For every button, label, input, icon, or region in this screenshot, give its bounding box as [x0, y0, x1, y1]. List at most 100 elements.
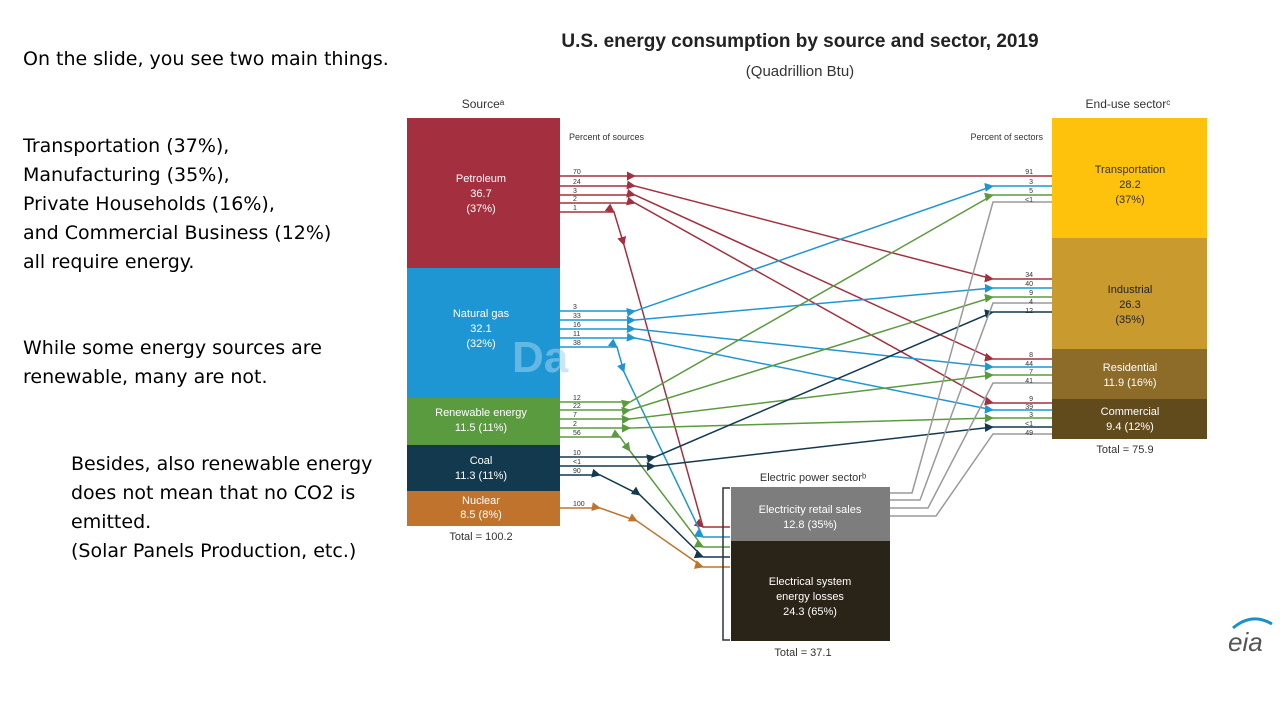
- spct-trans-2: 5: [1029, 188, 1033, 195]
- flow-nuclear-power: [560, 502, 730, 569]
- flow-renewable-power: [560, 429, 730, 548]
- sector-header: End-use sectorᶜ: [1086, 97, 1171, 111]
- spct-trans-1: 3: [1029, 179, 1033, 186]
- sector-name-transportation: Transportation: [1095, 164, 1166, 176]
- power-retail-value: 12.8 (35%): [783, 519, 837, 531]
- flow-petroleum-power: [560, 203, 730, 528]
- sector-bar-industrial: [1052, 238, 1207, 349]
- diagram-subtitle: (Quadrillion Btu): [746, 63, 854, 80]
- source-value-petroleum: 36.7: [470, 188, 491, 200]
- flow-renewable-commercial: [560, 413, 1052, 433]
- source-bar-petroleum: [407, 118, 560, 268]
- pct-coal-com: <1: [573, 459, 581, 466]
- source-pct-natural-gas: (32%): [466, 338, 495, 350]
- spct-com-2: 3: [1029, 412, 1033, 419]
- pct-pet-res: 3: [573, 188, 577, 195]
- spct-com-1: 39: [1025, 404, 1033, 411]
- pct-ren-trans: 12: [573, 395, 581, 402]
- spct-res-2: 7: [1029, 369, 1033, 376]
- spct-res-1: 44: [1025, 361, 1033, 368]
- sector-pct-transportation: (37%): [1115, 194, 1144, 206]
- spct-com-4: 49: [1025, 430, 1033, 437]
- eia-logo-text: eia: [1228, 627, 1263, 657]
- sector-bar-transportation: [1052, 118, 1207, 238]
- sector-value-industrial: 26.3: [1119, 299, 1140, 311]
- flow-electricity-industrial: [890, 302, 1052, 501]
- pct-gas-com: 11: [573, 331, 580, 338]
- flow-electricity-commercial: [890, 433, 1052, 517]
- power-total: Total = 37.1: [774, 647, 831, 659]
- power-losses-line2: energy losses: [776, 591, 844, 603]
- eia-logo: eia: [1228, 617, 1273, 657]
- sector-bar-residential: [1052, 349, 1207, 399]
- source-value-natural-gas: 32.1: [470, 323, 491, 335]
- pct-ren-com: 2: [573, 421, 577, 428]
- power-retail-name: Electricity retail sales: [759, 504, 862, 516]
- power-losses-line1: Electrical system: [769, 576, 852, 588]
- flow-gas-residential: [560, 324, 1052, 372]
- sector-name-industrial: Industrial: [1108, 284, 1153, 296]
- power-losses-box: [731, 541, 890, 641]
- pct-pet-power: 1: [573, 205, 577, 212]
- diagram-title: U.S. energy consumption by source and se…: [561, 31, 1038, 52]
- source-name-coal: Coal: [470, 455, 493, 467]
- sector-value-commercial: 9.4 (12%): [1106, 421, 1154, 433]
- source-name-natural-gas: Natural gas: [453, 308, 510, 320]
- source-bar-natural-gas: [407, 268, 560, 398]
- note-intro: On the slide, you see two main things.: [23, 48, 389, 70]
- source-name-renewable: Renewable energy: [435, 407, 527, 419]
- spct-trans-3: <1: [1025, 197, 1033, 204]
- flow-gas-transportation: [560, 182, 1052, 317]
- source-value-coal: 11.3 (11%): [455, 470, 507, 482]
- pct-pet-ind: 24: [573, 179, 581, 186]
- pct-coal-power: 90: [573, 468, 581, 475]
- spct-ind-0: 34: [1025, 272, 1033, 279]
- spct-res-3: 41: [1025, 378, 1033, 385]
- spct-ind-2: 9: [1029, 290, 1033, 297]
- flow-gas-industrial: [560, 283, 1052, 325]
- flow-petroleum-industrial: [560, 180, 1052, 283]
- flow-petroleum-residential: [560, 188, 1052, 362]
- flow-electricity-residential: [890, 382, 1052, 509]
- power-bracket: [722, 487, 730, 641]
- note-renewable: While some energy sources are renewable,…: [23, 337, 322, 388]
- spct-com-0: 9: [1029, 396, 1033, 403]
- sector-bar-commercial: [1052, 399, 1207, 439]
- pct-coal-ind: 10: [573, 450, 581, 457]
- source-pct-petroleum: (37%): [466, 203, 495, 215]
- pct-gas-power: 38: [573, 340, 581, 347]
- pct-gas-trans: 3: [573, 304, 577, 311]
- sector-name-residential: Residential: [1103, 362, 1157, 374]
- power-retail-box: [731, 487, 890, 541]
- source-bar-nuclear: [407, 491, 560, 526]
- pct-gas-res: 16: [573, 322, 581, 329]
- watermark-text: Da: [512, 333, 569, 382]
- note-sectors: Transportation (37%), Manufacturing (35%…: [23, 135, 332, 273]
- spct-com-3: <1: [1025, 421, 1033, 428]
- spct-res-0: 8: [1029, 352, 1033, 359]
- source-value-nuclear: 8.5 (8%): [460, 509, 502, 521]
- note-co2: Besides, also renewable energy does not …: [71, 453, 373, 562]
- sources-total: Total = 100.2: [449, 531, 512, 543]
- percent-sectors-label: Percent of sectors: [970, 132, 1043, 142]
- power-header: Electric power sectorᵇ: [760, 472, 866, 484]
- pct-ren-res: 7: [573, 412, 577, 419]
- percent-sources-label: Percent of sources: [569, 132, 645, 142]
- source-bar-coal: [407, 445, 560, 491]
- pct-ren-power: 56: [573, 430, 581, 437]
- source-name-nuclear: Nuclear: [462, 495, 500, 507]
- pct-nuc-power: 100: [573, 501, 585, 508]
- source-value-renewable: 11.5 (11%): [455, 422, 507, 434]
- flow-coal-industrial: [560, 309, 1052, 464]
- power-losses-value: 24.3 (65%): [783, 606, 837, 618]
- flow-coal-power: [560, 468, 730, 559]
- spct-ind-3: 4: [1029, 299, 1033, 306]
- flow-electricity-transportation: [890, 201, 1052, 494]
- pct-pet-com: 2: [573, 196, 577, 203]
- flow-coal-commercial: [560, 422, 1052, 471]
- sectors-total: Total = 75.9: [1096, 444, 1153, 456]
- sector-name-commercial: Commercial: [1101, 406, 1160, 418]
- spct-ind-1: 40: [1025, 281, 1033, 288]
- source-header: Sourceᵃ: [462, 97, 505, 111]
